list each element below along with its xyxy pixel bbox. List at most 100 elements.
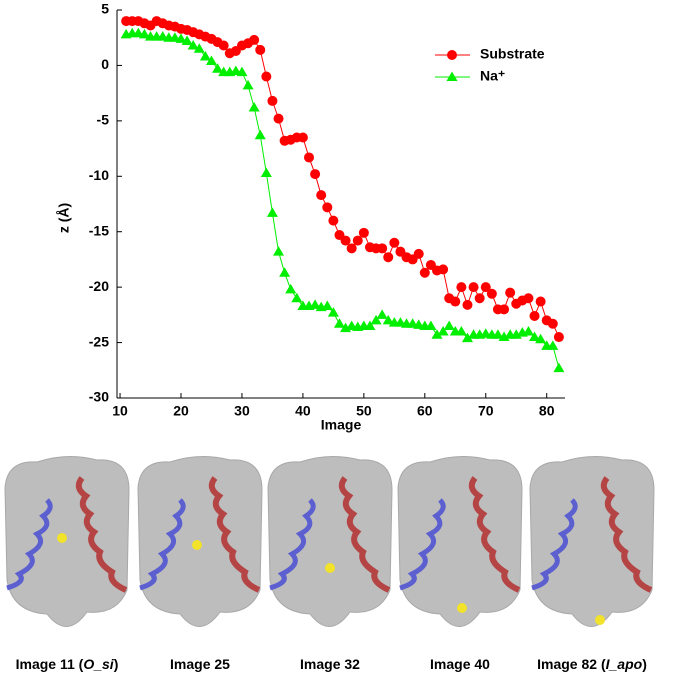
helix-blue [399, 498, 446, 591]
data-point [499, 304, 510, 315]
data-point [248, 102, 260, 112]
data-point [346, 243, 357, 254]
caption: Image 25 [170, 656, 230, 672]
caption-part: Image 11 ( [16, 656, 84, 672]
data-point [199, 51, 211, 61]
protein-surface [397, 456, 523, 627]
data-point [267, 95, 278, 106]
caption-part: Image 32 [300, 656, 360, 672]
y-tick-label: -30 [89, 389, 109, 405]
data-point [425, 320, 437, 330]
data-point [138, 28, 150, 39]
data-point [468, 282, 479, 293]
data-point [480, 282, 491, 293]
data-point [297, 132, 308, 143]
data-point [462, 299, 473, 310]
caption-part: Image 40 [430, 656, 490, 672]
x-axis-label: Image [321, 417, 362, 433]
legend-label: Na⁺ [480, 68, 505, 84]
data-point [322, 202, 333, 213]
data-point [364, 320, 376, 330]
caption-part: Image 25 [170, 656, 230, 672]
data-point [193, 43, 205, 53]
data-point [181, 35, 193, 46]
x-tick-label: 60 [417, 403, 433, 419]
data-point [523, 293, 534, 304]
y-tick-label: -25 [89, 333, 109, 349]
data-point [553, 332, 564, 343]
y-tick-label: -10 [89, 167, 109, 183]
data-point [389, 237, 400, 248]
data-point [316, 190, 327, 201]
sodium-ion [595, 615, 605, 625]
data-point [547, 340, 559, 350]
caption-part: ) [642, 656, 647, 672]
data-point [255, 44, 266, 55]
helix-blue [139, 498, 186, 591]
protein-surface [529, 456, 655, 627]
x-tick-label: 30 [234, 403, 250, 419]
data-point [529, 331, 541, 342]
caption-part: I_apo [606, 656, 643, 672]
legend-label: Substrate [480, 46, 545, 62]
data-point [279, 267, 291, 277]
helix-red [75, 476, 128, 593]
data-point [358, 227, 369, 238]
data-point [327, 307, 339, 317]
caption-part: O_si [83, 656, 114, 672]
caption: Image 11 (O_si) [16, 656, 119, 672]
data-point [547, 318, 558, 329]
data-point [260, 167, 272, 177]
data-point [443, 320, 455, 330]
sodium-ion [57, 533, 67, 543]
data-point [254, 129, 266, 140]
y-tick-label: -15 [89, 222, 109, 238]
x-tick-label: 80 [539, 403, 555, 419]
data-point [529, 310, 540, 321]
helix-blue [6, 498, 53, 591]
helix-red [468, 476, 521, 593]
data-point [377, 243, 388, 254]
data-point [291, 292, 303, 303]
sodium-ion [325, 563, 335, 573]
data-point [321, 300, 333, 310]
caption: Image 40 [430, 656, 490, 672]
data-point [310, 169, 321, 180]
x-tick-label: 50 [356, 403, 372, 419]
helix-red [338, 476, 391, 593]
x-tick-label: 20 [173, 403, 189, 419]
data-point [535, 333, 547, 344]
data-point [492, 329, 504, 339]
data-point [205, 55, 217, 65]
data-point [261, 71, 272, 82]
legend-marker [447, 50, 457, 60]
helix-blue [269, 498, 316, 591]
data-point [370, 314, 382, 325]
y-tick-label: -20 [89, 278, 109, 294]
data-point [450, 296, 461, 307]
structures [4, 456, 655, 627]
data-point [333, 318, 345, 328]
data-point [249, 34, 260, 45]
data-point [212, 63, 224, 73]
data-point [413, 248, 424, 259]
data-point [352, 235, 363, 246]
data-point [419, 267, 430, 278]
y-axis-label: z (Å) [56, 203, 72, 233]
data-point [236, 66, 248, 77]
data-point [340, 235, 351, 246]
data-point [522, 325, 534, 336]
data-point [438, 264, 449, 275]
data-point [273, 113, 284, 124]
sodium-ion [457, 603, 467, 613]
caption-part: Image 82 ( [537, 656, 606, 672]
y-tick-label: 5 [101, 1, 109, 17]
protein-surface [267, 456, 393, 627]
data-point [187, 39, 199, 50]
helix-blue [531, 498, 578, 591]
legend-marker [446, 71, 458, 81]
x-tick-label: 10 [112, 403, 128, 419]
data-point [285, 283, 297, 294]
x-tick-label: 70 [478, 403, 494, 419]
